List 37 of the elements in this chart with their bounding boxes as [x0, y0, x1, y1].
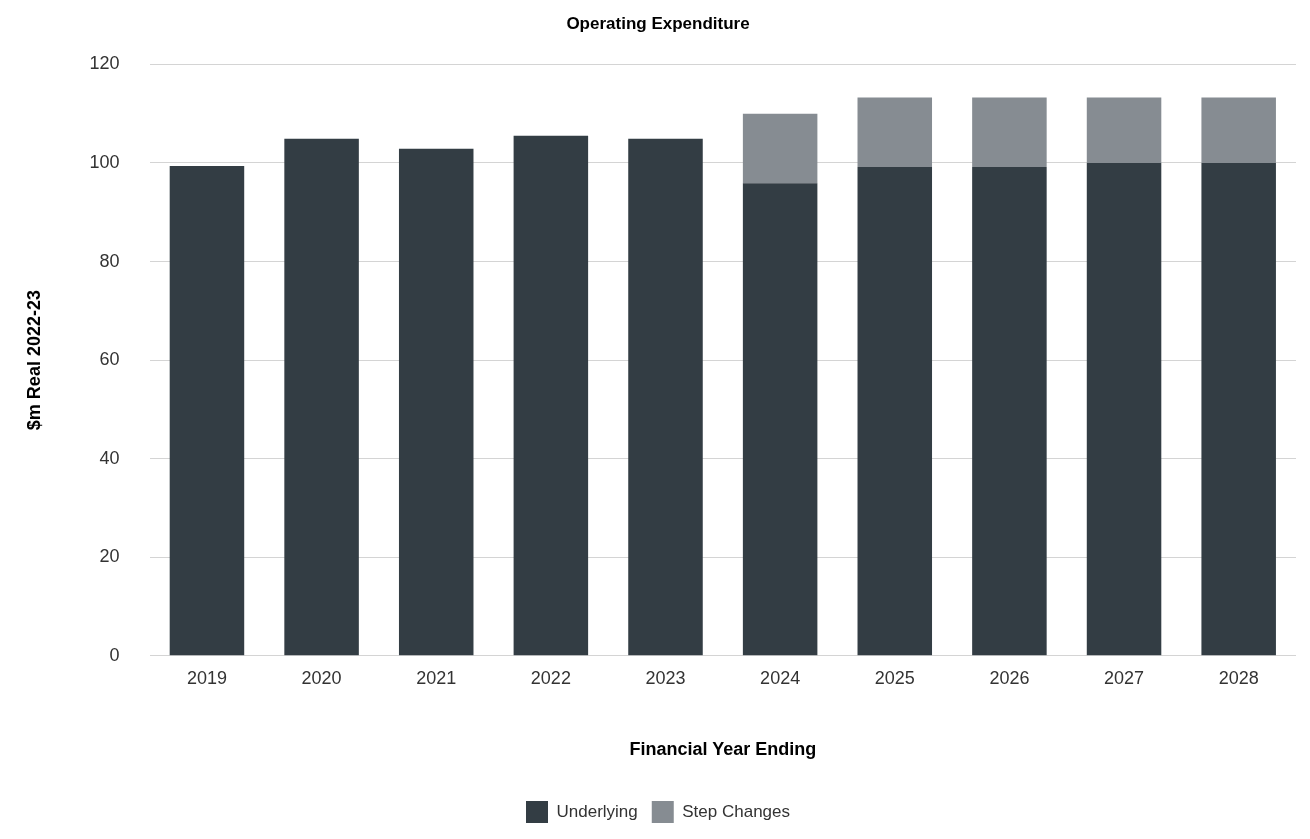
bar: [742, 183, 818, 656]
x-tick-label: 2026: [989, 667, 1030, 688]
x-tick-label: 2025: [874, 667, 915, 688]
x-tick-label: 2022: [530, 667, 571, 688]
bar: [742, 113, 818, 184]
bar: [284, 138, 359, 656]
x-axis-title: Financial Year Ending: [629, 739, 817, 760]
x-tick-label: 2023: [645, 667, 686, 688]
bar: [857, 97, 933, 167]
bar: [398, 148, 474, 656]
x-tick-label: 2019: [186, 667, 227, 688]
chart-title: Operating Expenditure: [566, 13, 750, 33]
x-tick-label: 2027: [1104, 667, 1145, 688]
bar: [169, 165, 245, 656]
bar: [1201, 162, 1276, 656]
bar: [857, 166, 933, 656]
y-tick-label: 120: [89, 53, 120, 74]
x-tick-label: 2020: [301, 667, 342, 688]
x-tick-label: 2024: [760, 667, 801, 688]
y-tick-label: 60: [99, 349, 120, 370]
y-axis-title: $m Real 2022-23: [23, 290, 44, 431]
bar: [1086, 162, 1162, 656]
bar: [972, 166, 1047, 656]
x-tick-label: 2021: [416, 667, 457, 688]
y-tick-label: 0: [109, 644, 120, 665]
bar: [1086, 97, 1162, 163]
y-tick-label: 20: [99, 546, 120, 567]
legend-label: Step Changes: [682, 801, 791, 821]
y-tick-label: 40: [99, 447, 120, 468]
y-tick-label: 80: [99, 250, 120, 271]
bar: [513, 135, 589, 656]
bar: [1201, 97, 1276, 163]
y-tick-label: 100: [89, 151, 120, 172]
bar: [628, 138, 703, 656]
legend-label: Underlying: [556, 801, 638, 821]
bar: [972, 97, 1047, 167]
x-tick-label: 2028: [1218, 667, 1259, 688]
